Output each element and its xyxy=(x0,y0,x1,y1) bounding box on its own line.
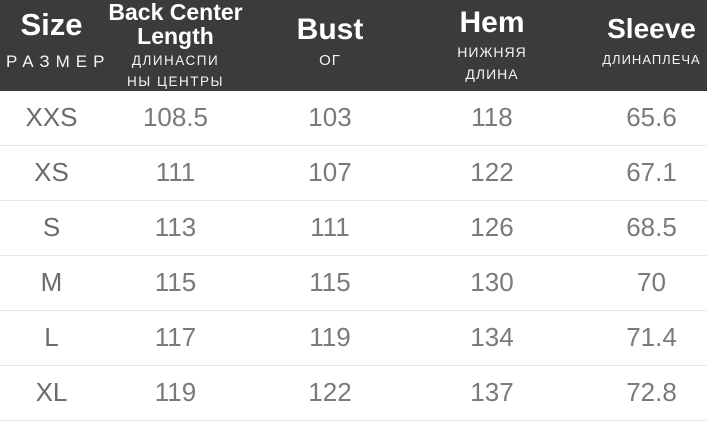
size-label: XXS xyxy=(0,90,103,146)
size-label: L xyxy=(0,310,103,366)
back-center-length-value: 115 xyxy=(103,255,248,311)
sleeve-value: 65.6 xyxy=(572,90,707,146)
column-label-en: Sleeve xyxy=(607,13,696,45)
column-header-back-center-length: Back Center Length ДЛИНАСПИ НЫ ЦЕНТРЫ xyxy=(103,0,248,91)
bust-value: 103 xyxy=(248,90,412,146)
hem-value: 122 xyxy=(412,145,572,201)
hem-value: 130 xyxy=(412,255,572,311)
back-center-length-value: 117 xyxy=(103,310,248,366)
back-center-length-value: 108.5 xyxy=(103,90,248,146)
column-label-en: Bust xyxy=(296,12,364,46)
bust-value: 111 xyxy=(248,200,412,256)
column-label-ru: ДЛИНАПЛЕЧА xyxy=(602,51,701,67)
column-label-ru: РАЗМЕР xyxy=(6,52,111,72)
table-row-xxs: XXS 108.5 103 118 65.6 xyxy=(0,90,707,146)
bust-value: 119 xyxy=(248,310,412,366)
size-chart-header: Size РАЗМЕР Back Center Length ДЛИНАСПИ … xyxy=(0,0,707,91)
bust-value: 115 xyxy=(248,255,412,311)
column-label-en: Size xyxy=(20,7,83,43)
table-row-s: S 113 111 126 68.5 xyxy=(0,200,707,256)
column-header-sleeve: Sleeve ДЛИНАПЛЕЧА xyxy=(572,0,707,91)
column-label-ru: НИЖНЯЯ xyxy=(457,43,527,60)
column-label-ru-line2: ДЛИНА xyxy=(465,66,519,83)
column-header-bust: Bust ОГ xyxy=(248,0,412,91)
column-header-size: Size РАЗМЕР xyxy=(0,0,111,91)
column-label-en: Back Center xyxy=(108,0,243,25)
sleeve-value: 67.1 xyxy=(572,145,707,201)
back-center-length-value: 111 xyxy=(103,145,248,201)
bust-value: 107 xyxy=(248,145,412,201)
hem-value: 134 xyxy=(412,310,572,366)
column-header-hem: Hem НИЖНЯЯ ДЛИНА xyxy=(412,0,572,91)
size-label: XL xyxy=(0,365,103,421)
size-chart-body: XXS 108.5 103 118 65.6 XS 111 107 122 67… xyxy=(0,90,707,421)
column-label-ru-line2: НЫ ЦЕНТРЫ xyxy=(127,73,224,89)
size-label: M xyxy=(0,255,103,311)
sleeve-value: 72.8 xyxy=(572,365,707,421)
table-row-xs: XS 111 107 122 67.1 xyxy=(0,145,707,201)
sleeve-value: 71.4 xyxy=(572,310,707,366)
sleeve-value: 70 xyxy=(572,255,707,311)
sleeve-value: 68.5 xyxy=(572,200,707,256)
size-label: S xyxy=(0,200,103,256)
size-label: XS xyxy=(0,145,103,201)
hem-value: 118 xyxy=(412,90,572,146)
column-label-en-line2: Length xyxy=(137,23,214,50)
column-label-en: Hem xyxy=(459,5,525,39)
hem-value: 126 xyxy=(412,200,572,256)
column-label-ru: ДЛИНАСПИ xyxy=(131,52,220,68)
bust-value: 122 xyxy=(248,365,412,421)
column-label-ru: ОГ xyxy=(319,51,341,69)
back-center-length-value: 119 xyxy=(103,365,248,421)
table-row-m: M 115 115 130 70 xyxy=(0,255,707,311)
table-row-l: L 117 119 134 71.4 xyxy=(0,310,707,366)
header-row: Size РАЗМЕР Back Center Length ДЛИНАСПИ … xyxy=(0,0,707,91)
table-row-xl: XL 119 122 137 72.8 xyxy=(0,365,707,421)
hem-value: 137 xyxy=(412,365,572,421)
back-center-length-value: 113 xyxy=(103,200,248,256)
